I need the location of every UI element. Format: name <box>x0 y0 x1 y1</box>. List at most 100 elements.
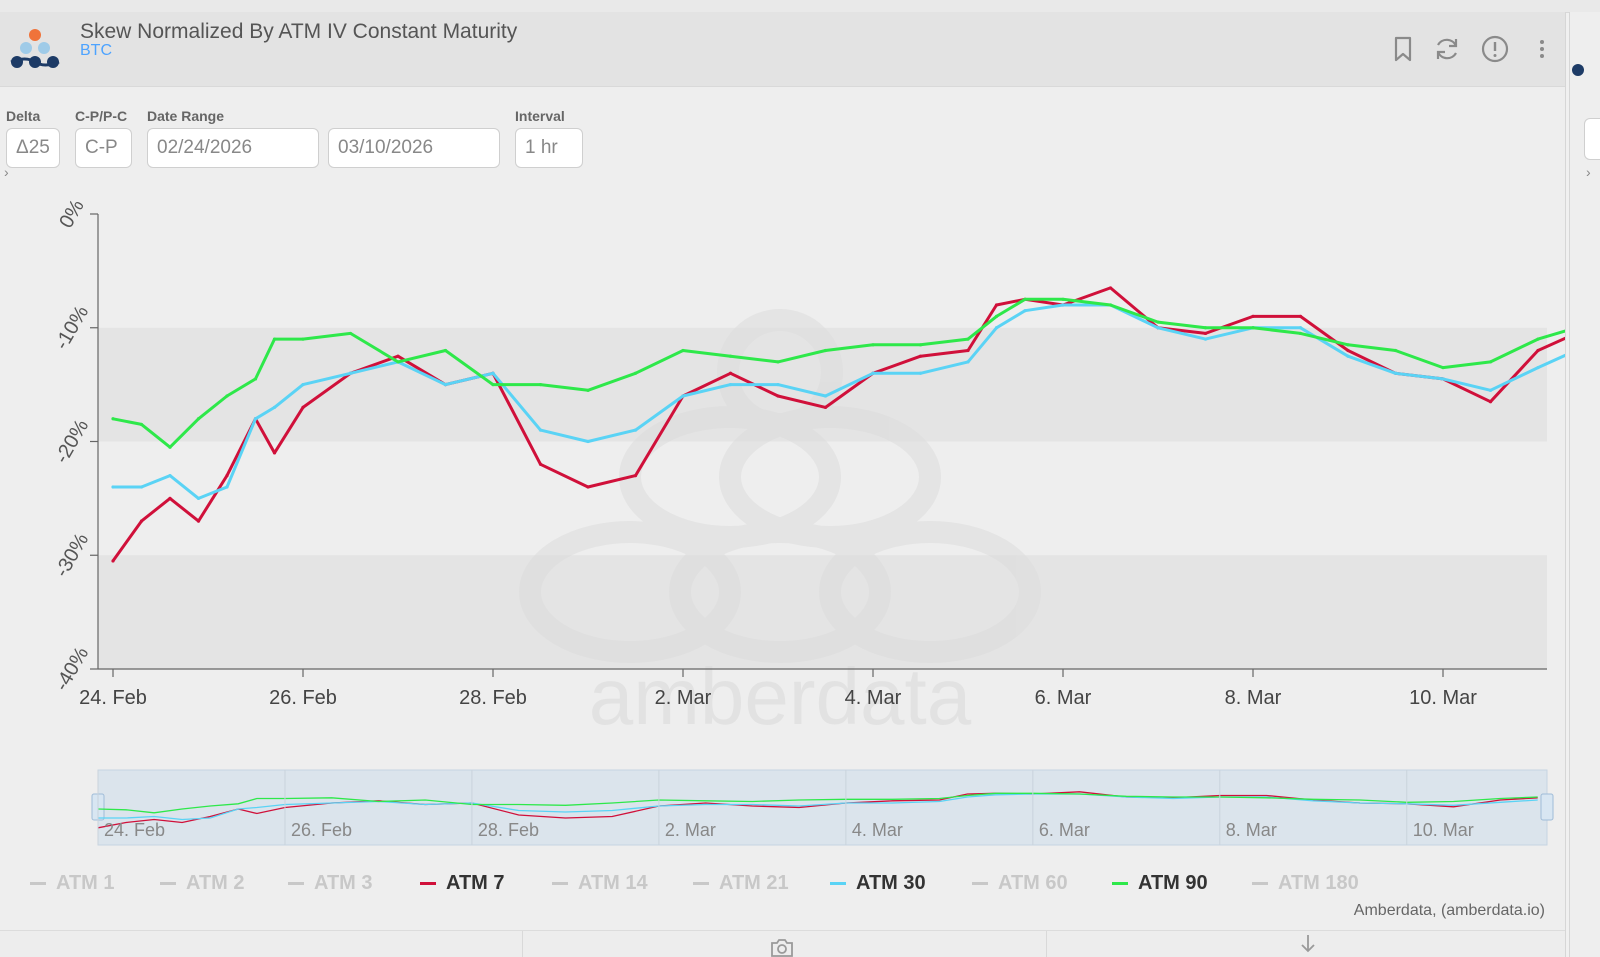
data-point <box>1203 337 1208 341</box>
legend-item-atm-14[interactable]: ATM 14 <box>552 872 648 895</box>
data-point <box>871 371 875 375</box>
legend-item-atm-21[interactable]: ATM 21 <box>693 872 789 895</box>
navigator-tick-label: 6. Mar <box>1039 820 1090 840</box>
cp-select[interactable]: C-P <box>75 128 132 168</box>
legend-item-atm-60[interactable]: ATM 60 <box>972 872 1068 895</box>
date-from-input[interactable]: 02/24/2026 <box>147 128 319 168</box>
legend-item-atm-90[interactable]: ATM 90 <box>1112 872 1208 895</box>
y-tick-label: -20% <box>51 416 94 468</box>
y-tick-label: -30% <box>51 529 94 581</box>
data-point <box>1251 326 1255 330</box>
controls-bar: Delta Δ25 C-P/P-C C-P Date Range 02/24/2… <box>0 86 1565 176</box>
date-range-label: Date Range <box>147 108 225 124</box>
logo-icon <box>1572 64 1584 76</box>
data-point <box>1441 377 1445 381</box>
legend-label: ATM 2 <box>186 872 245 894</box>
refresh-icon[interactable] <box>1432 34 1462 64</box>
adjacent-input[interactable] <box>1584 118 1600 160</box>
data-point <box>168 474 172 478</box>
data-point <box>196 496 201 500</box>
data-point <box>1536 348 1540 353</box>
data-point <box>1346 354 1350 358</box>
legend-item-atm-1[interactable]: ATM 1 <box>30 872 115 895</box>
data-point <box>1488 388 1493 392</box>
data-point <box>225 485 229 489</box>
delta-select[interactable]: Δ25 <box>6 128 60 168</box>
data-point <box>994 314 999 318</box>
download-icon[interactable] <box>1294 933 1322 957</box>
data-point <box>253 377 258 381</box>
legend-swatch <box>1112 882 1128 886</box>
data-point <box>1536 337 1540 341</box>
data-point <box>253 417 258 421</box>
interval-label: Interval <box>515 108 565 124</box>
data-point <box>1156 326 1160 330</box>
footer-divider <box>522 931 523 957</box>
legend-label: ATM 60 <box>998 872 1068 894</box>
navigator-series-atm-7 <box>97 791 1538 829</box>
navigator-tick-label: 24. Feb <box>104 820 165 840</box>
legend-item-atm-2[interactable]: ATM 2 <box>160 872 245 895</box>
y-tick-label: -10% <box>51 302 94 354</box>
data-point <box>1156 320 1160 324</box>
data-point <box>1488 400 1493 404</box>
legend-item-atm-30[interactable]: ATM 30 <box>830 872 926 895</box>
data-point <box>1393 371 1398 375</box>
legend-item-atm-3[interactable]: ATM 3 <box>288 872 373 895</box>
asset-label: BTC <box>80 42 112 59</box>
navigator-tick-label: 10. Mar <box>1413 820 1474 840</box>
legend-label: ATM 90 <box>1138 872 1208 894</box>
series-line-atm-30 <box>113 303 1565 500</box>
data-point <box>776 394 780 398</box>
credits[interactable]: Amberdata, (amberdata.io) <box>1353 902 1545 919</box>
data-point <box>1108 286 1113 290</box>
data-point <box>728 383 733 387</box>
logo-icon <box>10 29 60 68</box>
data-point <box>586 485 590 489</box>
data-point <box>272 405 277 409</box>
data-point <box>139 485 144 489</box>
widget-title: Skew Normalized By ATM IV Constant Matur… <box>80 20 518 43</box>
data-point <box>681 394 685 398</box>
legend-label: ATM 1 <box>56 872 115 894</box>
more-icon[interactable] <box>1527 34 1557 64</box>
data-point <box>396 360 400 364</box>
x-tick-label: 10. Mar <box>1409 687 1477 709</box>
data-point <box>1298 314 1303 318</box>
navigator-handle-right[interactable] <box>1540 793 1554 821</box>
interval-select[interactable]: 1 hr <box>515 128 583 168</box>
data-point <box>1061 297 1065 301</box>
legend-item-atm-180[interactable]: ATM 180 <box>1252 872 1359 895</box>
data-point <box>1251 314 1255 318</box>
data-point <box>139 422 144 427</box>
x-tick-label: 4. Mar <box>845 687 902 709</box>
camera-icon[interactable] <box>768 934 796 957</box>
legend-swatch <box>420 882 436 886</box>
legend-label: ATM 30 <box>856 872 926 894</box>
data-point <box>586 439 590 444</box>
date-to-input[interactable]: 03/10/2026 <box>328 128 500 168</box>
y-tick-label: 0% <box>55 196 89 232</box>
expand-chevron-icon[interactable]: › <box>1586 164 1591 180</box>
x-tick-label: 6. Mar <box>1035 687 1092 709</box>
legend-item-atm-7[interactable]: ATM 7 <box>420 872 505 895</box>
footer-bar <box>0 930 1565 957</box>
navigator-tick-label: 26. Feb <box>291 820 352 840</box>
data-point <box>823 405 828 409</box>
alert-icon[interactable] <box>1480 34 1510 64</box>
data-point <box>225 474 229 478</box>
bookmark-icon[interactable] <box>1388 34 1418 64</box>
expand-chevron-icon[interactable]: › <box>4 164 9 180</box>
x-tick-label: 26. Feb <box>269 687 337 709</box>
legend-label: ATM 3 <box>314 872 373 894</box>
line-chart: amberdata 0%-10%-20%-30%-40%24. Feb 26. F… <box>51 196 1565 846</box>
data-point <box>348 331 353 336</box>
delta-label: Delta <box>6 108 41 124</box>
data-point <box>918 371 923 375</box>
data-point <box>168 496 172 500</box>
data-point <box>823 394 828 398</box>
series-line-atm-7 <box>111 286 1565 562</box>
data-point <box>918 354 923 358</box>
data-point <box>1441 365 1445 370</box>
legend-label: ATM 180 <box>1278 872 1359 894</box>
